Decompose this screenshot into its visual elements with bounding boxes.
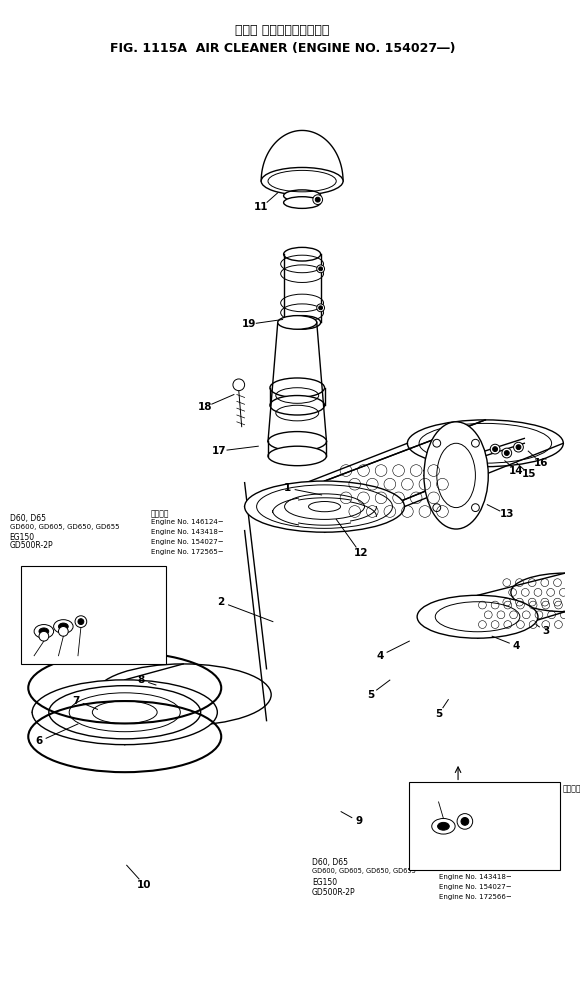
- Text: 7: 7: [72, 696, 79, 706]
- Ellipse shape: [284, 247, 321, 261]
- Circle shape: [75, 616, 87, 628]
- Text: 12: 12: [353, 548, 368, 558]
- Text: Engine No. 146124−: Engine No. 146124−: [151, 520, 224, 525]
- Circle shape: [39, 632, 49, 642]
- Text: Engine No. 143418−: Engine No. 143418−: [151, 529, 224, 535]
- Text: 5: 5: [367, 690, 374, 700]
- Circle shape: [318, 267, 322, 271]
- Text: 3: 3: [542, 627, 549, 637]
- Text: 13: 13: [499, 510, 514, 520]
- Text: D60, D65: D60, D65: [10, 515, 46, 523]
- Ellipse shape: [407, 420, 563, 466]
- Text: GD500R-2P: GD500R-2P: [10, 541, 53, 550]
- Text: 4A: 4A: [429, 831, 441, 840]
- Circle shape: [457, 814, 473, 830]
- Ellipse shape: [270, 378, 325, 398]
- Text: FIG. 1115A  AIR CLEANER (ENGINE NO. 154027―): FIG. 1115A AIR CLEANER (ENGINE NO. 15402…: [110, 41, 455, 55]
- Text: 4: 4: [513, 641, 520, 651]
- Text: 適用号機: 適用号機: [151, 510, 169, 519]
- Text: 4B: 4B: [459, 822, 472, 830]
- Text: EG150: EG150: [312, 878, 337, 887]
- Text: GD600, GD605, GD650, GD655: GD600, GD605, GD650, GD655: [10, 524, 119, 530]
- Ellipse shape: [417, 595, 538, 639]
- Ellipse shape: [245, 481, 404, 532]
- Circle shape: [59, 627, 68, 637]
- Ellipse shape: [34, 625, 53, 639]
- Text: 9: 9: [355, 817, 362, 827]
- Text: Engine No. 154027−: Engine No. 154027−: [438, 884, 511, 890]
- Ellipse shape: [284, 316, 321, 330]
- Ellipse shape: [437, 823, 450, 830]
- Text: 15: 15: [522, 469, 536, 479]
- Text: Engine No. 154027−: Engine No. 154027−: [151, 539, 224, 545]
- Text: 2A: 2A: [32, 653, 45, 663]
- Ellipse shape: [49, 686, 201, 739]
- Text: 17: 17: [212, 446, 227, 456]
- Text: 8: 8: [137, 675, 145, 685]
- Text: 4: 4: [376, 650, 384, 660]
- Text: エアー クリーナ　適用号機: エアー クリーナ 適用号機: [235, 25, 330, 37]
- Text: 2: 2: [218, 597, 225, 607]
- Ellipse shape: [268, 432, 327, 451]
- Circle shape: [317, 304, 325, 312]
- Text: 適用号機: 適用号機: [563, 784, 580, 793]
- Text: 適用号機: 適用号機: [438, 854, 457, 864]
- Text: 2C: 2C: [75, 643, 87, 651]
- Text: Engine No. 143418−: Engine No. 143418−: [438, 874, 512, 880]
- Circle shape: [502, 448, 512, 458]
- Text: D60, D65: D60, D65: [312, 858, 348, 868]
- Ellipse shape: [39, 628, 49, 635]
- Bar: [409, 782, 560, 870]
- Ellipse shape: [432, 819, 455, 834]
- Text: 16: 16: [534, 458, 548, 467]
- Ellipse shape: [268, 446, 327, 465]
- Circle shape: [233, 379, 245, 391]
- Text: GD600, GD605, GD650, GD655: GD600, GD605, GD650, GD655: [312, 868, 416, 874]
- Ellipse shape: [32, 680, 218, 745]
- Circle shape: [313, 195, 322, 205]
- Circle shape: [505, 451, 509, 456]
- Ellipse shape: [278, 316, 317, 330]
- Circle shape: [514, 442, 523, 452]
- Circle shape: [516, 445, 521, 450]
- Circle shape: [317, 265, 325, 273]
- Text: 6: 6: [35, 736, 42, 747]
- Text: 11: 11: [254, 203, 269, 213]
- Text: 14: 14: [509, 465, 524, 475]
- Circle shape: [492, 447, 498, 452]
- Ellipse shape: [284, 190, 321, 202]
- Text: GD500R-2P: GD500R-2P: [312, 888, 356, 896]
- Text: 19: 19: [241, 320, 256, 330]
- Circle shape: [78, 619, 84, 625]
- Ellipse shape: [261, 167, 343, 195]
- Ellipse shape: [284, 197, 321, 209]
- Text: 10: 10: [137, 880, 151, 890]
- Circle shape: [490, 444, 500, 454]
- Text: Engine No. 146124−: Engine No. 146124−: [438, 864, 511, 870]
- Ellipse shape: [424, 422, 488, 529]
- Text: 18: 18: [197, 402, 212, 412]
- Text: 2B: 2B: [56, 649, 68, 659]
- Bar: [21, 566, 166, 663]
- Ellipse shape: [59, 623, 68, 630]
- Ellipse shape: [270, 396, 325, 415]
- Ellipse shape: [511, 573, 580, 612]
- Text: Engine No. 172565−: Engine No. 172565−: [151, 548, 224, 555]
- Circle shape: [318, 306, 322, 310]
- Text: 5: 5: [435, 709, 442, 719]
- Text: 1: 1: [284, 483, 291, 493]
- Circle shape: [316, 197, 320, 202]
- Circle shape: [461, 818, 469, 826]
- Text: EG150: EG150: [10, 533, 35, 542]
- Ellipse shape: [53, 620, 73, 634]
- Text: Engine No. 172566−: Engine No. 172566−: [438, 893, 512, 899]
